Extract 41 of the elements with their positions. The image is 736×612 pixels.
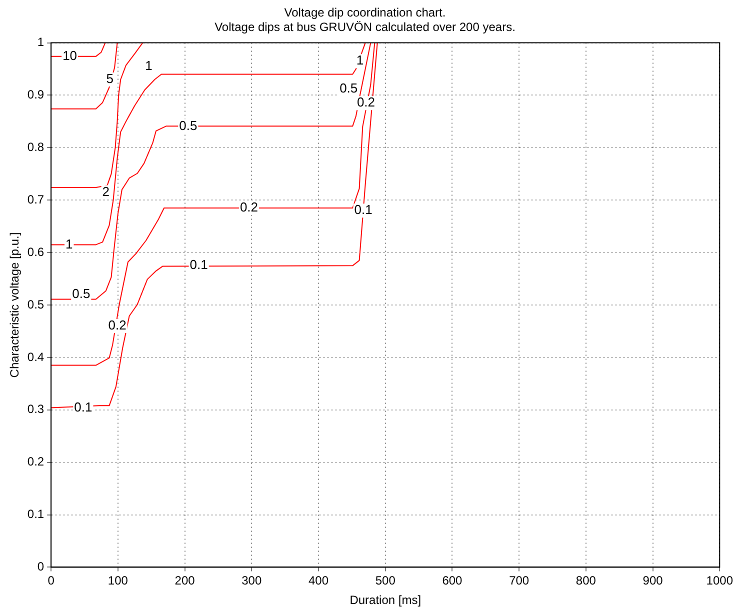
y-tick-label: 0.5 (27, 297, 44, 312)
x-tick-label: 400 (308, 574, 329, 588)
annotation: 0.1 (74, 399, 92, 414)
y-tick-label: 1 (37, 35, 44, 50)
annotation: 0.5 (179, 118, 198, 133)
x-tick-label: 1000 (706, 574, 734, 588)
annotation: 0.2 (108, 318, 126, 333)
annotation: 1 (66, 236, 73, 252)
annotation: 0.5 (340, 80, 358, 96)
y-tick-label: 0.2 (27, 454, 44, 469)
annotation: 0.1 (354, 202, 372, 218)
x-tick-label: 100 (108, 574, 128, 588)
annotation: 1 (145, 58, 152, 73)
y-tick-label: 0.1 (27, 507, 44, 522)
annotation: 5 (106, 71, 114, 86)
x-tick-label: 700 (509, 574, 530, 588)
y-tick-label: 0.6 (27, 244, 44, 259)
y-axis-title: Characteristic voltage [p.u.] (8, 232, 22, 378)
x-tick-label: 500 (375, 574, 396, 588)
x-tick-label: 200 (174, 574, 196, 588)
x-axis-title: Duration [ms] (350, 593, 422, 608)
chart-title: Voltage dip coordination chart. (284, 6, 446, 20)
annotation: 2 (102, 184, 110, 199)
x-tick-label: 0 (48, 574, 55, 588)
annotation: 0.2 (240, 200, 258, 215)
y-tick-label: 0.8 (27, 140, 44, 154)
y-tick-label: 0.3 (27, 402, 44, 416)
x-tick-label: 300 (242, 574, 262, 588)
y-tick-label: 0.9 (27, 88, 44, 102)
x-tick-label: 600 (442, 574, 463, 588)
x-tick-label: 900 (642, 574, 664, 588)
y-tick-label: 0 (37, 560, 44, 574)
x-tick-label: 800 (576, 574, 596, 588)
annotation: 1 (356, 52, 364, 68)
annotation: 0.1 (190, 257, 208, 272)
annotation: 10 (62, 48, 78, 64)
annotation: 0.5 (72, 286, 90, 302)
annotation: 0.2 (356, 94, 376, 110)
y-tick-label: 0.7 (27, 192, 44, 206)
chart-subtitle: Voltage dips at bus GRUVÖN calculated over 200 years. (214, 20, 516, 34)
y-tick-label: 0.4 (27, 350, 44, 364)
